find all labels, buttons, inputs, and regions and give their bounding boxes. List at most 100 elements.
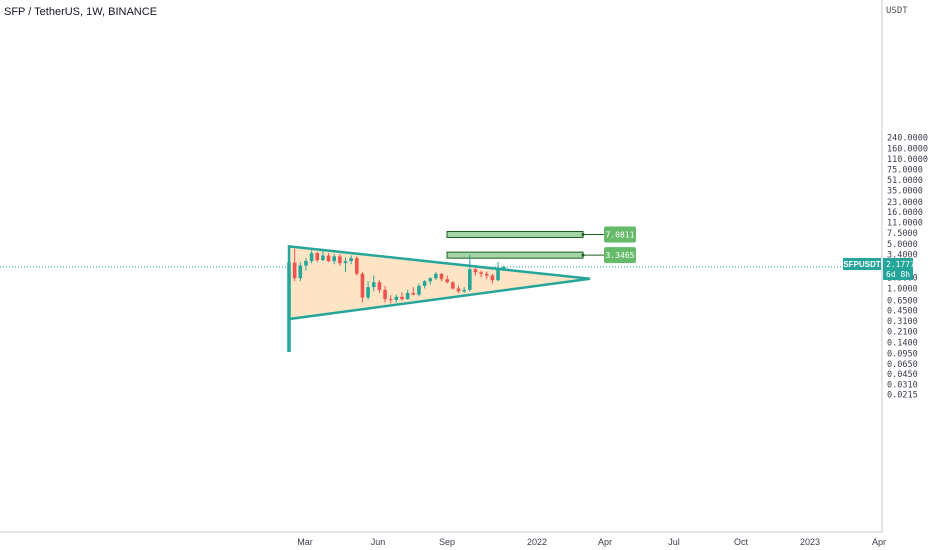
candle — [428, 277, 433, 285]
price-tag-countdown: 6d 8h — [886, 270, 910, 279]
y-axis-label: 51.0000 — [887, 176, 923, 186]
candle-body — [388, 299, 393, 301]
candle — [501, 265, 506, 271]
target-tag-text-1: 7.0811 — [606, 230, 635, 239]
candle — [496, 262, 500, 282]
candle-body — [309, 253, 314, 262]
candle — [400, 292, 404, 301]
candle-body — [304, 261, 308, 266]
candle — [326, 253, 331, 263]
y-axis-label: 160.0000 — [887, 145, 928, 155]
symbol-title: SFP / TetherUS, 1W, BINANCE — [4, 6, 158, 18]
x-axis-labels: Mar Jun Sep 2022 Apr Jul Oct 2023 Apr — [297, 537, 886, 547]
target-tag-1 — [604, 226, 636, 243]
candle-body — [411, 292, 416, 295]
y-axis-label: 75.0000 — [887, 165, 923, 175]
candle — [321, 250, 325, 262]
candle-body — [490, 275, 495, 281]
candle — [338, 253, 342, 266]
candle-body — [496, 269, 500, 281]
target-tag-text-2: 3.3465 — [606, 251, 635, 260]
candle — [445, 275, 449, 284]
candle — [484, 271, 489, 280]
candle-body — [417, 285, 421, 295]
x-axis-label: Oct — [734, 537, 749, 547]
candle-body — [371, 282, 376, 288]
candle-body — [479, 272, 483, 274]
candle — [309, 250, 314, 264]
candle — [394, 294, 399, 303]
y-axis-label: 7.5000 — [887, 229, 918, 239]
target-box-2 — [446, 251, 584, 259]
candle — [434, 272, 438, 281]
candle-body — [456, 288, 461, 292]
x-axis-label: Apr — [872, 537, 886, 547]
candle — [473, 268, 478, 276]
candle — [490, 273, 495, 284]
candle-body — [422, 281, 427, 286]
candle-body — [292, 262, 297, 279]
candle — [304, 258, 308, 271]
candle-body — [445, 279, 449, 283]
candle-body — [360, 273, 365, 298]
y-axis-label: 0.0450 — [887, 370, 918, 380]
y-axis-label: 5.0000 — [887, 240, 918, 250]
candle — [411, 287, 416, 296]
candle-body — [434, 273, 438, 279]
candle — [371, 275, 376, 292]
candle — [315, 251, 320, 263]
candle — [388, 295, 393, 304]
candle-body — [287, 262, 291, 352]
candle-body — [439, 273, 444, 280]
candle — [377, 280, 382, 293]
candle-body — [383, 289, 387, 300]
candle-body — [315, 253, 320, 261]
price-tag-bg — [883, 258, 913, 280]
y-axis-label: 16.0000 — [887, 208, 923, 218]
candle — [439, 273, 444, 282]
candle-body — [473, 269, 478, 273]
candle-body — [326, 255, 331, 262]
candle — [360, 272, 365, 303]
x-axis-label: Apr — [598, 537, 612, 547]
y-axis-label: 0.3100 — [887, 317, 918, 327]
candle-body — [338, 256, 342, 264]
x-axis-label: Mar — [297, 537, 313, 547]
x-axis-label: Jun — [371, 537, 386, 547]
candle-body — [377, 282, 382, 290]
candle — [366, 281, 370, 300]
y-axis-label: 0.1400 — [887, 339, 918, 349]
target-tag-2 — [604, 247, 636, 264]
candle-body — [451, 282, 455, 289]
price-tag: SFPUSDT 2.1777 6d 8h — [843, 258, 915, 280]
candle-body — [366, 287, 370, 298]
y-axis-label: 3.4000 — [887, 251, 918, 261]
target-boxes: 7.0811 3.3465 — [446, 226, 636, 264]
candle-body — [349, 258, 353, 262]
candle — [462, 287, 466, 293]
y-axis-label: 0.0650 — [887, 360, 918, 370]
unit-label: USDT — [886, 6, 908, 16]
price-tag-value: 2.1777 — [886, 260, 915, 269]
candle-body — [298, 265, 303, 279]
candle — [417, 283, 421, 297]
x-axis-label: Jul — [668, 537, 680, 547]
target-anchor-1 — [581, 232, 585, 236]
y-axis-label: 0.6500 — [887, 296, 918, 306]
candlesticks — [287, 248, 506, 352]
candle — [479, 270, 483, 278]
candle-body — [343, 261, 348, 264]
candle — [405, 289, 410, 300]
candle-body — [321, 255, 325, 261]
y-axis-label: 23.0000 — [887, 198, 923, 208]
candle — [332, 253, 336, 265]
candle — [422, 280, 427, 289]
y-axis-label: 110.0000 — [887, 155, 928, 165]
candle — [287, 261, 291, 352]
y-axis-label: 0.0215 — [887, 390, 918, 400]
y-axis-label: 11.0000 — [887, 218, 923, 228]
candle — [456, 285, 461, 293]
candle-body — [501, 267, 506, 270]
target-box-1 — [446, 230, 584, 238]
